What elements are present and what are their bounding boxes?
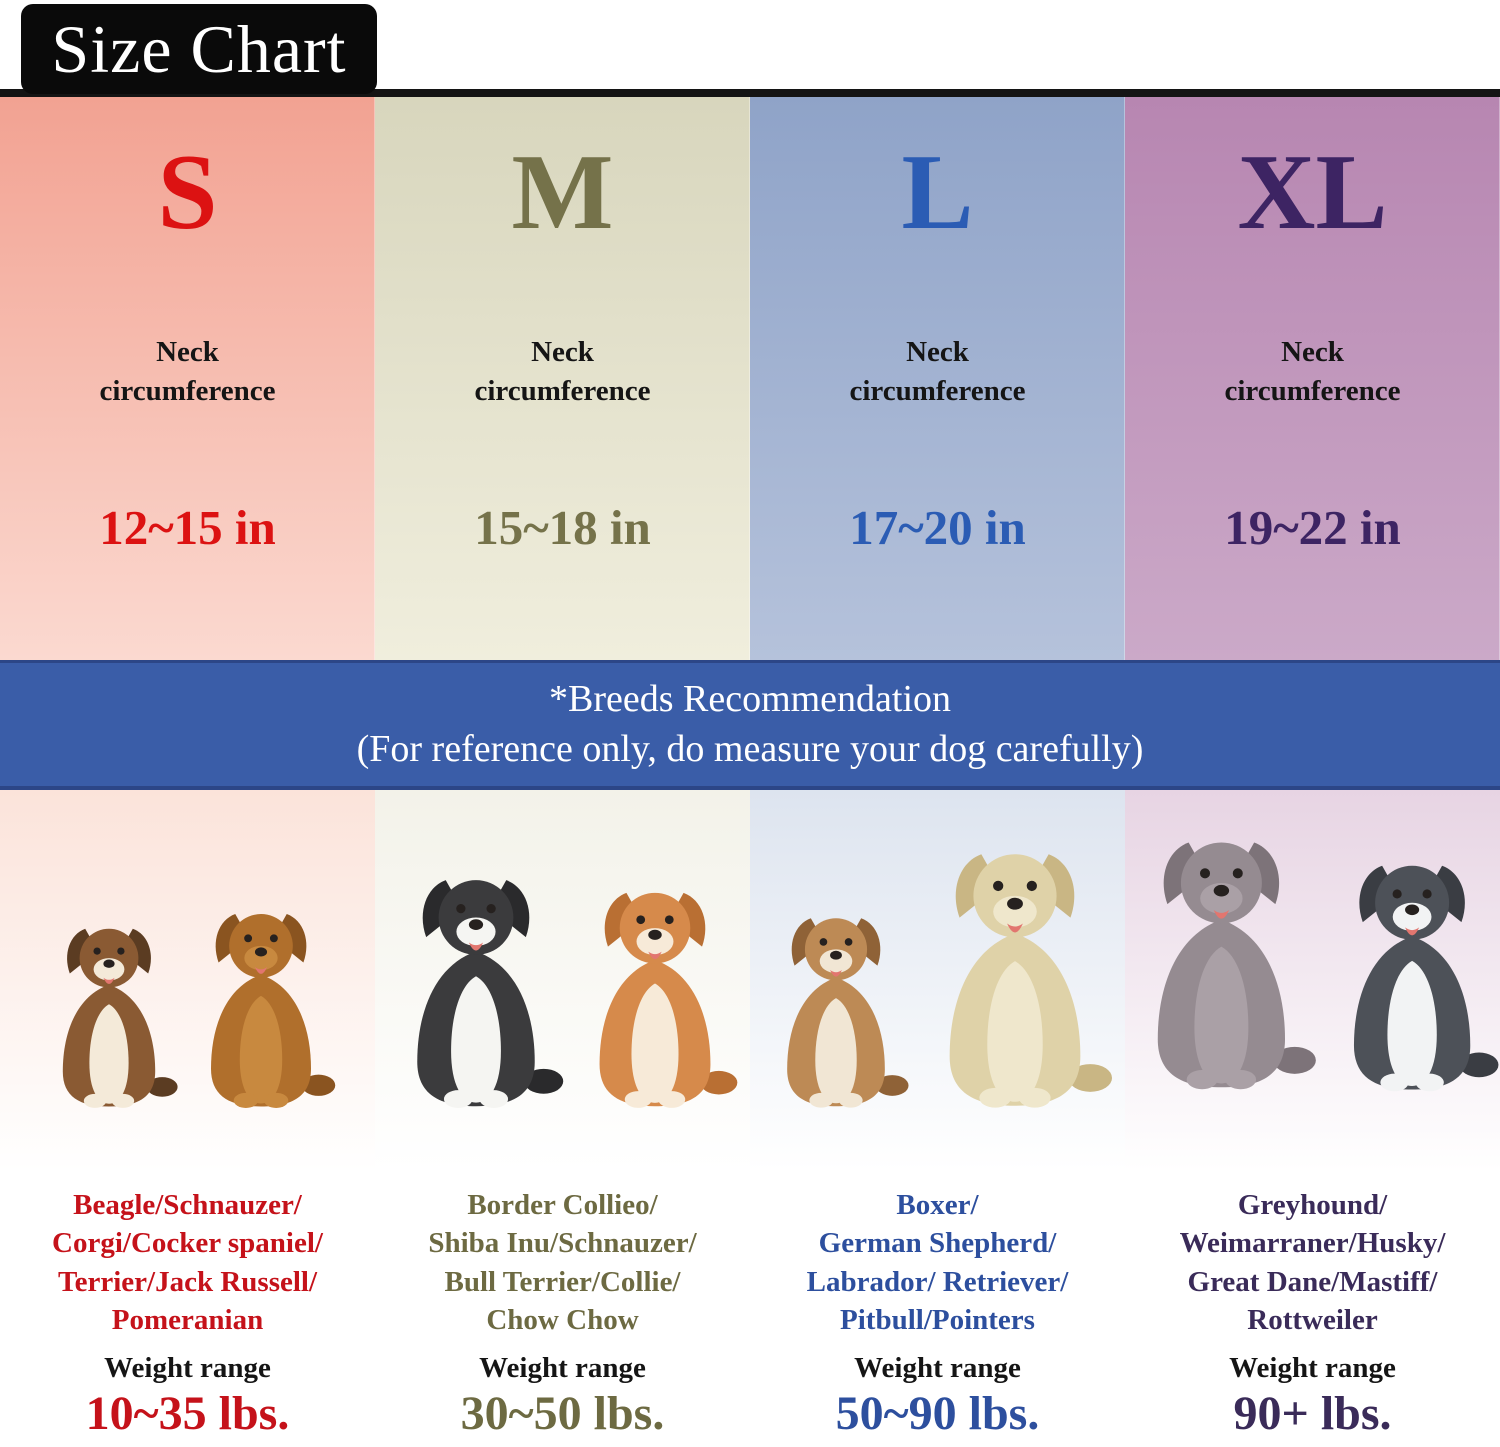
golden-retriever-photo <box>916 846 1114 1108</box>
breeds-line: Rottweiler <box>1247 1303 1378 1336</box>
breeds-line: Greyhound/ <box>1237 1189 1388 1221</box>
dog-photos-xl <box>1125 790 1500 1186</box>
breeds-line: Chow Chow <box>486 1303 639 1336</box>
breeds-line: Boxer/ <box>896 1189 979 1221</box>
size-header-row: S Neck circumference 12~15 in M Neck cir… <box>0 97 1500 660</box>
husky-photo <box>1324 842 1500 1108</box>
weight-range-label: Weight range <box>104 1352 271 1385</box>
neck-range-value: 15~18 in <box>474 500 651 556</box>
breeds-line: Weimarraner/Husky/ <box>1179 1227 1446 1260</box>
weight-range-label: Weight range <box>854 1352 1021 1385</box>
breeds-list: Greyhound/ Weimarraner/Husky/ Great Dane… <box>1125 1186 1500 1339</box>
breeds-line: Terrier/Jack Russell/ <box>57 1265 318 1298</box>
size-letter-l: L <box>901 133 974 252</box>
weight-range-value: 90+ lbs. <box>1233 1386 1392 1440</box>
banner-subtitle: (For reference only, do measure your dog… <box>356 727 1144 770</box>
weight-range-value: 50~90 lbs. <box>835 1386 1040 1440</box>
size-column-m-content: Border Collieo/ Shiba Inu/Schnauzer/ Bul… <box>375 790 750 1447</box>
weimaraner-photo <box>1125 816 1318 1108</box>
neck-circumference-label: Neck circumference <box>1224 336 1401 408</box>
size-column-xl-content: Greyhound/ Weimarraner/Husky/ Great Dane… <box>1125 790 1500 1447</box>
size-column-s-content: Beagle/Schnauzer/ Corgi/Cocker spaniel/ … <box>0 790 375 1447</box>
breeds-line: Great Dane/Mastiff/ <box>1187 1265 1438 1298</box>
dog-photos-s <box>0 790 375 1186</box>
neck-circumference-label: Neck circumference <box>849 336 1026 408</box>
breeds-line: Shiba Inu/Schnauzer/ <box>428 1227 697 1260</box>
neck-circumference-label: Neck circumference <box>474 336 651 408</box>
border-collie-photo <box>387 873 565 1108</box>
dog-photos-m <box>375 790 750 1186</box>
breeds-content-row: Beagle/Schnauzer/ Corgi/Cocker spaniel/ … <box>0 790 1500 1447</box>
beagle-photo <box>39 923 179 1108</box>
size-column-s-header: S Neck circumference 12~15 in <box>0 97 375 660</box>
bulldog-photo <box>762 912 910 1108</box>
breeds-list: Border Collieo/ Shiba Inu/Schnauzer/ Bul… <box>375 1186 750 1339</box>
weight-range-value: 10~35 lbs. <box>85 1386 290 1440</box>
title-strip: Size Chart <box>0 0 1500 97</box>
breeds-line: Corgi/Cocker spaniel/ <box>52 1227 323 1260</box>
breeds-line: Border Collieo/ <box>467 1189 658 1221</box>
banner-title: *Breeds Recommendation <box>548 677 952 720</box>
shiba-inu-photo <box>571 886 739 1108</box>
page-title: Size Chart <box>21 4 377 94</box>
weight-range-label: Weight range <box>1229 1352 1396 1385</box>
breeds-line: Pitbull/Pointers <box>840 1303 1035 1336</box>
size-column-xl-header: XL Neck circumference 19~22 in <box>1125 97 1500 660</box>
dog-photos-l <box>750 790 1125 1186</box>
size-column-l-content: Boxer/ German Shepherd/ Labrador/ Retrie… <box>750 790 1125 1447</box>
breeds-line: Bull Terrier/Collie/ <box>444 1265 681 1298</box>
neck-circumference-label: Neck circumference <box>99 336 276 408</box>
size-letter-s: S <box>157 133 218 252</box>
neck-range-value: 19~22 in <box>1224 500 1401 556</box>
horizontal-rule <box>0 89 1500 97</box>
breeds-list: Boxer/ German Shepherd/ Labrador/ Retrie… <box>750 1186 1125 1339</box>
weight-range-value: 30~50 lbs. <box>460 1386 665 1440</box>
breeds-list: Beagle/Schnauzer/ Corgi/Cocker spaniel/ … <box>0 1186 375 1339</box>
breeds-line: Labrador/ Retriever/ <box>806 1265 1069 1298</box>
size-column-m-header: M Neck circumference 15~18 in <box>375 97 750 660</box>
breeds-banner: *Breeds Recommendation (For reference on… <box>0 660 1500 790</box>
size-letter-xl: XL <box>1237 133 1388 252</box>
size-column-l-header: L Neck circumference 17~20 in <box>750 97 1125 660</box>
neck-range-value: 17~20 in <box>849 500 1026 556</box>
weight-range-label: Weight range <box>479 1352 646 1385</box>
neck-range-value: 12~15 in <box>99 500 276 556</box>
cocker-spaniel-photo <box>185 908 337 1108</box>
breeds-line: German Shepherd/ <box>818 1227 1057 1260</box>
breeds-line: Beagle/Schnauzer/ <box>73 1189 302 1221</box>
breeds-line: Pomeranian <box>111 1303 264 1336</box>
size-letter-m: M <box>511 133 614 252</box>
